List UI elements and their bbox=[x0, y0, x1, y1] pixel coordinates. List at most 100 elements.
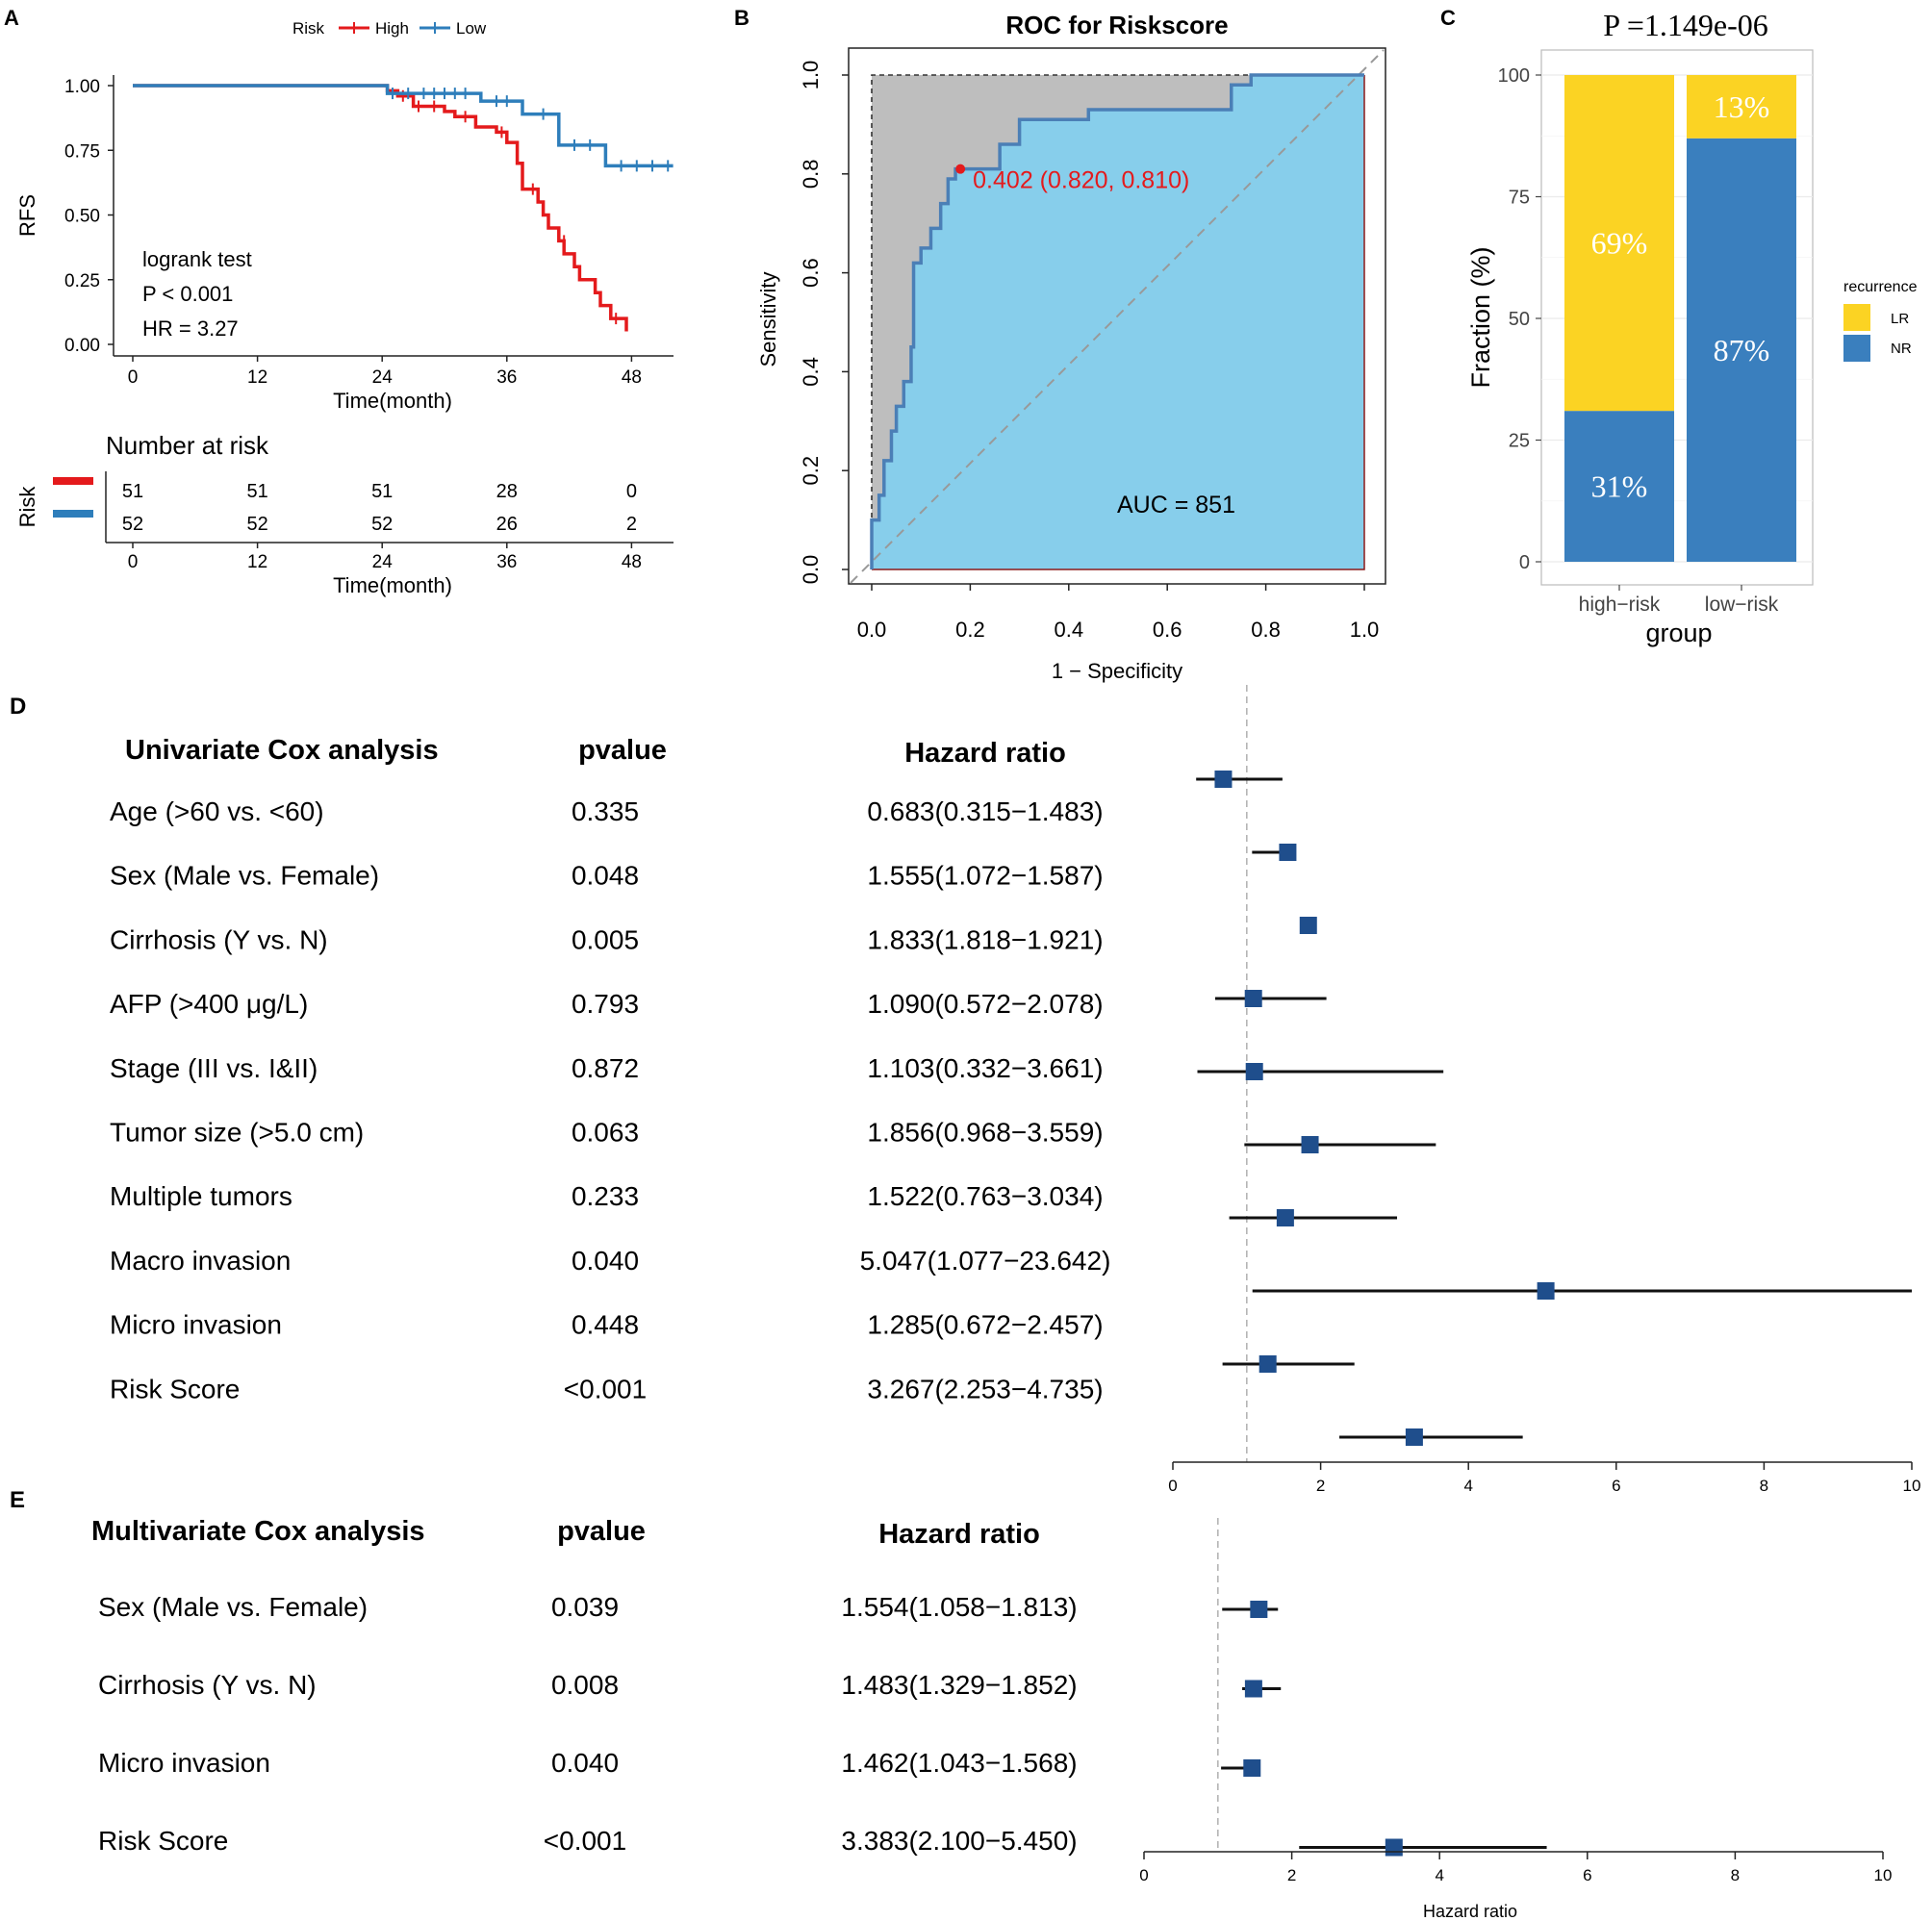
roc-auc-border bbox=[872, 75, 1365, 570]
bar-y-tick-label: 25 bbox=[1509, 431, 1530, 452]
risk-table-x-ticks: 0 12 24 36 48 bbox=[128, 543, 642, 572]
uni-table: Age (>60 vs. <60) 0.335 0.683(0.315−1.483)… bbox=[110, 796, 1110, 1403]
bar-y-label: Fraction (%) bbox=[1466, 246, 1495, 388]
uni-hr-marker bbox=[1301, 1136, 1319, 1153]
multi-row-pvalue: 0.008 bbox=[551, 1670, 619, 1700]
uni-row-label: Macro invasion bbox=[110, 1246, 291, 1276]
multi-row-label: Micro invasion bbox=[98, 1748, 270, 1778]
uni-row-hr-text: 1.090(0.572−2.078) bbox=[867, 989, 1103, 1019]
roc-y-tick-label: 0.0 bbox=[799, 555, 823, 585]
bar-bars: 31% 69% 87% 13% bbox=[1564, 75, 1796, 562]
km-x-ticks: 0 12 24 36 48 bbox=[128, 356, 642, 388]
km-hr-label: HR = 3.27 bbox=[142, 316, 239, 341]
roc-perfect-classifier-outline bbox=[871, 74, 1252, 569]
km-y-tick-label: 0.00 bbox=[64, 336, 100, 356]
risk-table-x-tick-label: 48 bbox=[622, 552, 642, 572]
multi-row-label: Risk Score bbox=[98, 1826, 228, 1856]
uni-row-pvalue: 0.872 bbox=[572, 1053, 639, 1083]
risk-table-x-tick-label: 0 bbox=[128, 552, 139, 572]
roc-x-tick-label: 0.4 bbox=[1055, 618, 1084, 642]
multi-row-pvalue: <0.001 bbox=[544, 1826, 626, 1856]
uni-row-pvalue: 0.793 bbox=[572, 989, 639, 1019]
risk-table-high-count: 51 bbox=[371, 481, 393, 502]
roc-plot-frame bbox=[848, 47, 1386, 585]
risk-table-y-label: Risk bbox=[15, 486, 39, 528]
uni-x-tick-label: 6 bbox=[1612, 1477, 1620, 1495]
bar-nr-segment bbox=[1564, 411, 1674, 562]
multi-forest-plot: 0 2 4 6 8 10 bbox=[1139, 1518, 1892, 1884]
multi-x-tick-label: 0 bbox=[1139, 1866, 1148, 1884]
uni-pvalue-heading: pvalue bbox=[578, 735, 667, 766]
multi-x-tick-label: 6 bbox=[1583, 1866, 1591, 1884]
bar-legend-nr: NR bbox=[1891, 341, 1912, 357]
uni-forest-plot: 0 2 4 6 8 10 bbox=[1168, 685, 1920, 1495]
bar-x-tick-label: low−risk bbox=[1705, 594, 1779, 616]
roc-x-tick-label: 0.2 bbox=[955, 618, 985, 642]
uni-row-pvalue: 0.063 bbox=[572, 1118, 639, 1148]
multi-pvalue-heading: pvalue bbox=[557, 1516, 646, 1547]
uni-row-label: Cirrhosis (Y vs. N) bbox=[110, 924, 328, 954]
risk-table-low-count: 52 bbox=[122, 514, 143, 535]
panel-letter-c: C bbox=[1440, 6, 1456, 30]
uni-hr-marker bbox=[1405, 1428, 1423, 1446]
uni-row-label: Risk Score bbox=[110, 1374, 240, 1403]
km-test-label: logrank test bbox=[142, 247, 252, 271]
km-x-tick-label: 24 bbox=[372, 367, 394, 388]
km-y-tick-label: 0.50 bbox=[64, 207, 100, 227]
bar-y-tick-label: 50 bbox=[1509, 309, 1530, 330]
risk-table-high-count: 28 bbox=[496, 481, 518, 502]
uni-row-hr-text: 1.555(1.072−1.587) bbox=[867, 861, 1103, 891]
roc-y-ticks: 0.0 0.2 0.4 0.6 0.8 1.0 bbox=[799, 61, 849, 585]
multi-x-label: Hazard ratio bbox=[1423, 1902, 1517, 1921]
bar-lr-label: 69% bbox=[1591, 226, 1648, 261]
panel-letter-e: E bbox=[10, 1487, 25, 1513]
multi-heading: Multivariate Cox analysis bbox=[91, 1516, 425, 1547]
km-y-label: RFS bbox=[15, 194, 39, 237]
multi-hr-marker bbox=[1385, 1838, 1403, 1857]
uni-row-pvalue: 0.005 bbox=[572, 924, 639, 954]
bar-legend-nr-swatch bbox=[1843, 335, 1870, 362]
roc-cutoff-point bbox=[955, 164, 966, 174]
multi-x-tick-label: 8 bbox=[1731, 1866, 1740, 1884]
km-legend-title: Risk bbox=[292, 19, 325, 38]
risk-table-low-count: 2 bbox=[626, 514, 637, 535]
uni-row-pvalue: 0.233 bbox=[572, 1181, 639, 1211]
risk-table-low-swatch bbox=[53, 510, 93, 518]
risk-table-high-count: 0 bbox=[626, 481, 637, 502]
km-curve-low bbox=[133, 84, 674, 168]
roc-x-tick-label: 0.6 bbox=[1153, 618, 1182, 642]
km-x-tick-label: 36 bbox=[496, 367, 517, 388]
multi-row-hr-text: 1.462(1.043−1.568) bbox=[841, 1748, 1077, 1778]
multi-row-hr-text: 3.383(2.100−5.450) bbox=[841, 1826, 1077, 1856]
km-legend-high: High bbox=[375, 19, 409, 38]
uni-hr-marker bbox=[1258, 1355, 1277, 1373]
bar-x-ticks: high−risk low−risk bbox=[1579, 585, 1779, 616]
multi-x-tick-label: 4 bbox=[1435, 1866, 1443, 1884]
multi-row-pvalue: 0.039 bbox=[551, 1592, 619, 1622]
bar-lr-segment bbox=[1687, 75, 1796, 139]
roc-y-label: Sensitivity bbox=[756, 271, 780, 367]
panel-letter-b: B bbox=[734, 6, 750, 30]
uni-row-hr-text: 3.267(2.253−4.735) bbox=[867, 1374, 1103, 1403]
bar-x-tick-label: high−risk bbox=[1579, 594, 1661, 616]
uni-row-hr-text: 1.285(0.672−2.457) bbox=[867, 1310, 1103, 1340]
panel-c: C P =1.149e-06 31% 69% 87% 13% 100 75 50 25 0 h… bbox=[1440, 6, 1918, 647]
roc-auc-label: AUC = 851 bbox=[1117, 492, 1235, 518]
bar-nr-segment bbox=[1687, 138, 1796, 562]
risk-table-low-count: 52 bbox=[246, 514, 267, 535]
uni-row-hr-text: 5.047(1.077−23.642) bbox=[860, 1246, 1111, 1276]
km-legend-low: Low bbox=[456, 19, 487, 38]
multi-row-pvalue: 0.040 bbox=[551, 1748, 619, 1778]
bar-y-tick-label: 75 bbox=[1509, 188, 1530, 209]
bar-legend-lr: LR bbox=[1891, 311, 1909, 327]
uni-row-hr-text: 1.522(0.763−3.034) bbox=[867, 1181, 1103, 1211]
km-p-label: P < 0.001 bbox=[142, 282, 233, 306]
roc-x-tick-label: 0.8 bbox=[1251, 618, 1281, 642]
uni-hr-heading: Hazard ratio bbox=[904, 738, 1066, 769]
uni-row-hr-text: 1.833(1.818−1.921) bbox=[867, 924, 1103, 954]
bar-legend-lr-swatch bbox=[1843, 304, 1870, 331]
roc-auc-region bbox=[872, 75, 1364, 569]
risk-table-high-count: 51 bbox=[246, 481, 267, 502]
km-x-tick-label: 12 bbox=[247, 367, 267, 388]
